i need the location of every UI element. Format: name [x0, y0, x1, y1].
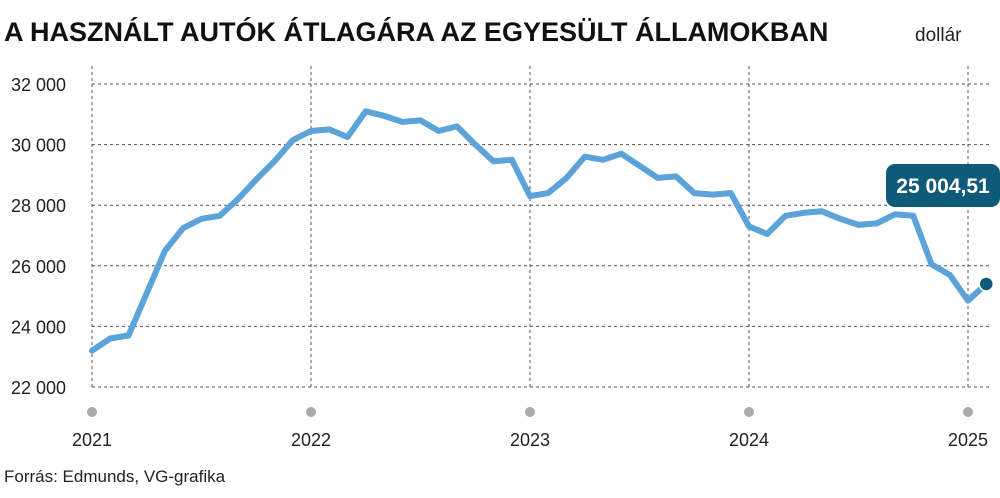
y-tick-label: 26 000 — [11, 257, 66, 277]
x-tick-label: 2022 — [291, 430, 331, 450]
callout-background — [886, 164, 1000, 207]
last-value-point — [978, 276, 994, 292]
chart-title: A HASZNÁLT AUTÓK ÁTLAGÁRA AZ EGYESÜLT ÁL… — [4, 16, 828, 47]
y-tick-label: 22 000 — [11, 378, 66, 398]
x-tick-label: 2023 — [510, 430, 550, 450]
source-note: Forrás: Edmunds, VG-grafika — [4, 467, 226, 486]
unit-label: dollár — [915, 25, 962, 46]
x-tick-label: 2021 — [72, 430, 112, 450]
x-tick-label: 2025 — [948, 430, 988, 450]
y-tick-label: 24 000 — [11, 317, 66, 337]
year-marker-dot — [306, 407, 316, 417]
series-line — [89, 108, 990, 354]
callout-value: 25 004,51 — [896, 175, 990, 198]
value-callout: 25 004,51 — [886, 164, 1000, 207]
y-tick-label: 30 000 — [11, 136, 66, 156]
series-group — [89, 108, 994, 354]
year-marker-dot — [525, 407, 535, 417]
y-tick-label: 32 000 — [11, 75, 66, 95]
x-axis: 2021 2022 2023 2024 2025 — [72, 407, 988, 450]
x-tick-label: 2024 — [729, 430, 769, 450]
year-marker-dot — [744, 407, 754, 417]
y-axis: 22 000 24 000 26 000 28 000 30 000 32 000 — [11, 75, 66, 398]
year-marker-dot — [87, 407, 97, 417]
y-tick-label: 28 000 — [11, 196, 66, 216]
year-marker-dot — [963, 407, 973, 417]
